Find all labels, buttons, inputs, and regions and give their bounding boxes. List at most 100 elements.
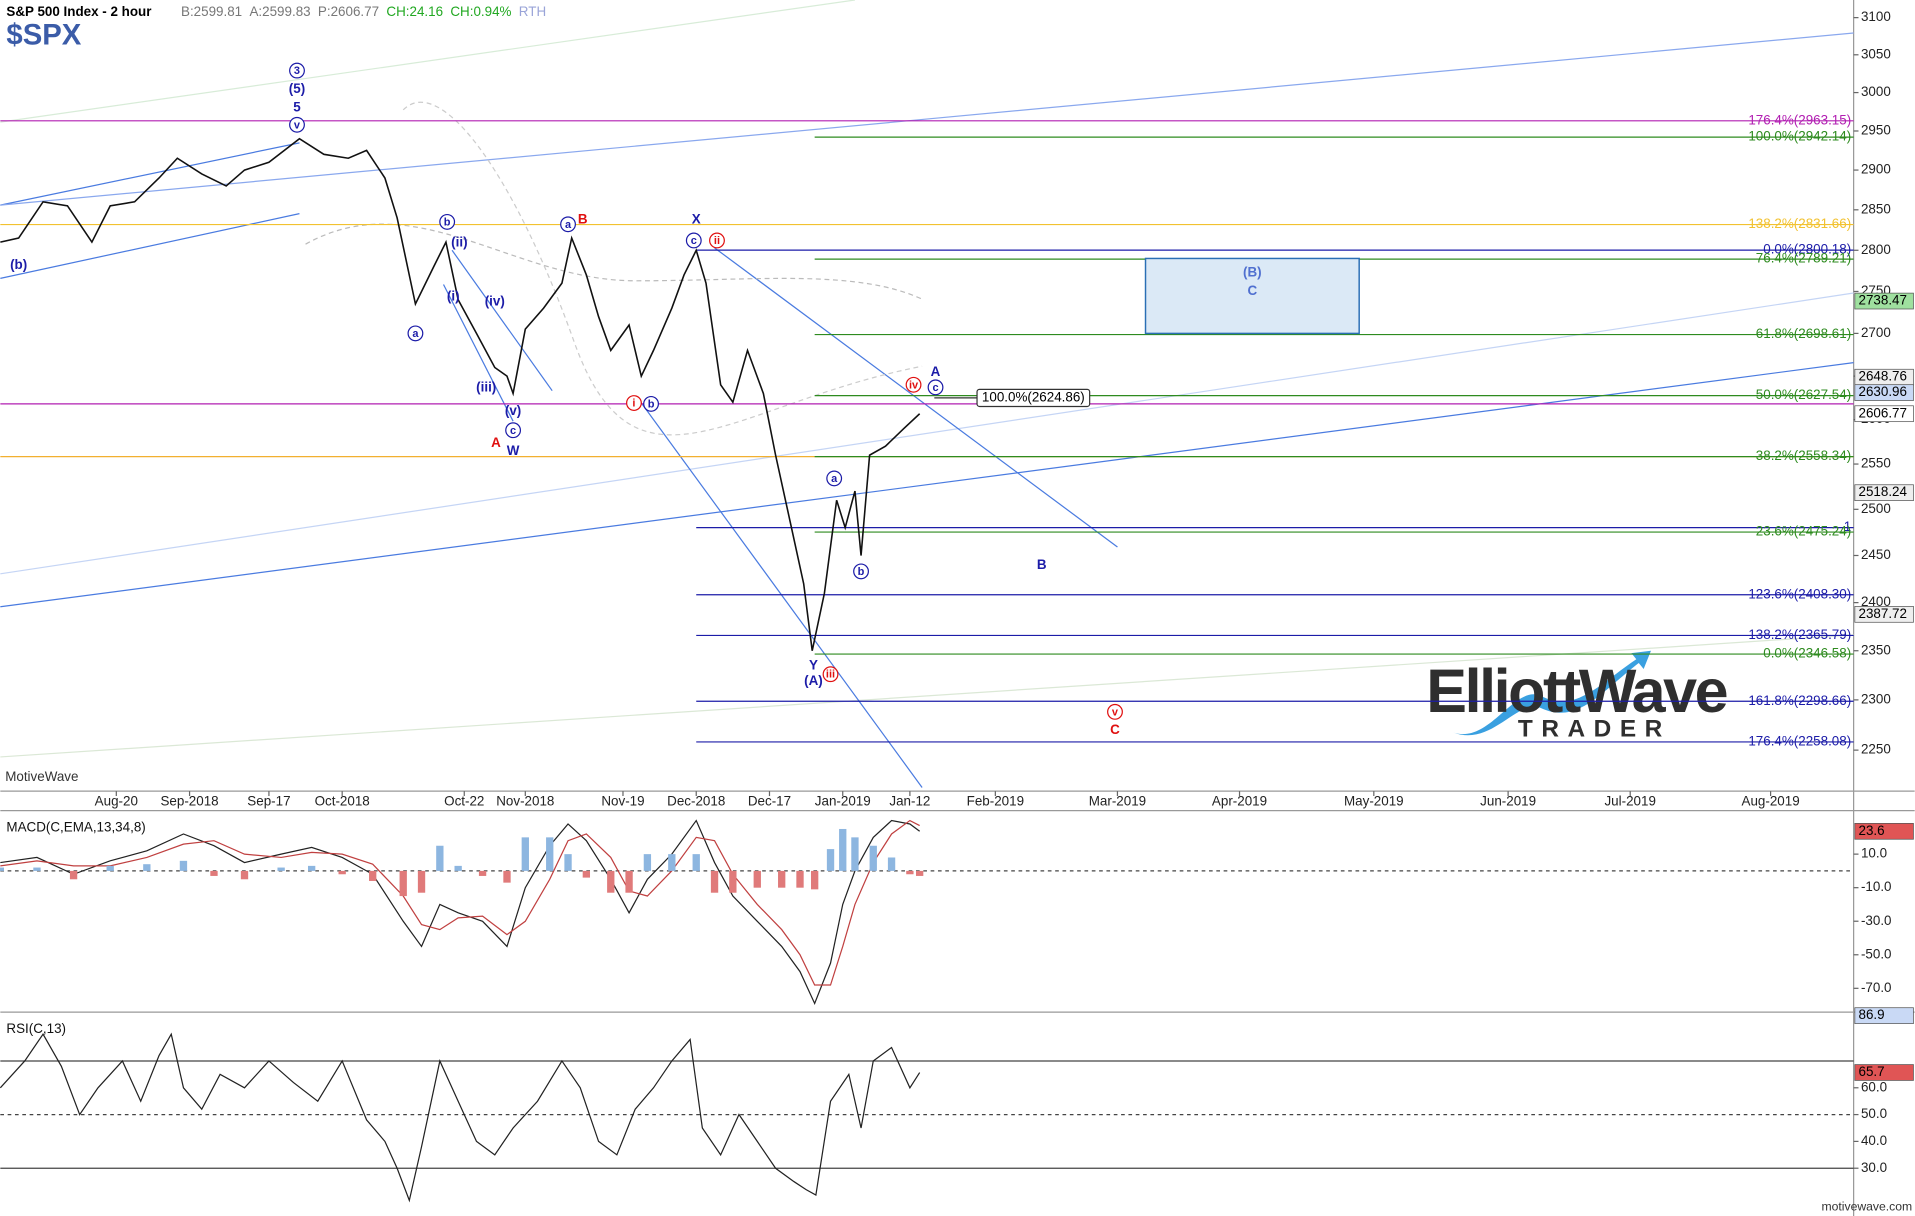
histogram-bar: [69, 870, 78, 880]
x-tick-label: Oct-22: [444, 794, 484, 809]
histogram-bar: [668, 854, 676, 871]
wave-label-ring: [643, 395, 659, 412]
y-tick-label: 2400: [1861, 594, 1891, 609]
fib-level-label: 100.0%(2942.14): [1748, 129, 1851, 144]
fib-level-label: 76.4%(2789.21): [1756, 251, 1851, 266]
fib-level-label: 138.2%(2831.66): [1748, 216, 1851, 231]
y-tick-label: 2250: [1861, 742, 1891, 757]
x-tick-label: May-2019: [1344, 794, 1404, 809]
wave-label: a: [412, 328, 419, 340]
chart-title: S&P 500 Index - 2 hour: [6, 4, 152, 19]
moving-average: [305, 223, 923, 300]
histogram-bar: [869, 845, 877, 871]
histogram-bar: [826, 849, 835, 871]
logo-sub: TRADER: [1518, 716, 1671, 743]
y-tick-label: 2350: [1861, 642, 1891, 657]
trendline: [0, 292, 1854, 575]
wave-label: (ii): [451, 234, 467, 249]
histogram-bar: [0, 867, 4, 871]
trendline: [714, 247, 1118, 548]
fib-level-label: 123.6%(2408.30): [1748, 586, 1851, 601]
wave-label: B: [578, 212, 588, 227]
wave-label-ring: [439, 213, 456, 230]
price-marker-label: 2738.47: [1859, 293, 1907, 308]
wave-label: (v): [505, 403, 521, 418]
y-tick-label: 30.0: [1861, 1160, 1887, 1175]
y-tick-label: 2450: [1861, 547, 1891, 562]
fib-level-label: 23.6%(2475.24): [1756, 524, 1851, 539]
y-tick-label: 2500: [1861, 501, 1891, 516]
wave-label-ring: [407, 325, 424, 342]
fib-level-label: 138.2%(2365.79): [1748, 627, 1851, 642]
trendline: [451, 249, 553, 392]
histogram-bar: [607, 870, 615, 893]
y-tick-label: 3000: [1861, 84, 1891, 99]
wave-label-ring: [560, 216, 576, 233]
fib-level-label: 176.4%(2963.15): [1748, 112, 1851, 127]
histogram-bar: [503, 870, 511, 883]
fib-level-label: 38.2%(2558.34): [1756, 448, 1851, 463]
y-tick-label: -30.0: [1861, 913, 1892, 928]
fib-level-label: 1: [1844, 519, 1851, 534]
panel-title: MACD(C,EMA,13,34,8): [6, 819, 145, 834]
y-tick-label: 2800: [1861, 242, 1891, 257]
histogram-bar: [436, 845, 444, 871]
histogram-bar: [796, 870, 804, 888]
x-tick-label: Feb-2019: [967, 794, 1024, 809]
wave-label: b: [444, 216, 451, 228]
target-box-label: C: [1247, 283, 1257, 298]
wave-label-ring: [826, 470, 843, 487]
histogram-bar: [851, 837, 859, 871]
y-tick-label: 3100: [1861, 9, 1891, 24]
wave-label: a: [565, 219, 572, 231]
x-tick-label: Oct-2018: [315, 794, 370, 809]
fib-level-label: 176.4%(2258.08): [1748, 733, 1851, 748]
price-marker-label: 86.9: [1859, 1007, 1885, 1022]
wave-label: (i): [447, 289, 460, 304]
histogram-bar: [710, 870, 719, 893]
histogram-bar: [546, 837, 554, 871]
price-marker-box: [1854, 823, 1914, 840]
wave-label: B: [1037, 557, 1047, 572]
wave-label: v: [294, 119, 301, 131]
wave-label-ring: [822, 666, 839, 683]
histogram-bar: [179, 860, 188, 871]
y-tick-label: -70.0: [1861, 980, 1892, 995]
fib-level-label: 0.0%(2800.18): [1763, 242, 1851, 257]
histogram-bar: [369, 870, 377, 881]
moving-average: [402, 101, 923, 436]
histogram-bar: [240, 870, 249, 880]
fib-level-label: 161.8%(2298.66): [1748, 693, 1851, 708]
price-marker-box: [1854, 606, 1914, 623]
y-tick-label: 60.0: [1861, 1079, 1887, 1094]
wave-label: iii: [826, 669, 835, 681]
histogram-bar: [839, 828, 847, 871]
wave-label: iv: [909, 379, 919, 391]
price-marker-box: [1854, 405, 1914, 423]
wave-label-ring: [626, 395, 642, 411]
price-marker-box: [1854, 384, 1914, 401]
y-tick-label: -50.0: [1861, 946, 1892, 961]
logo-swoosh: [1453, 650, 1651, 736]
price-marker-label: 2387.72: [1859, 606, 1907, 621]
wave-label-ring: [289, 116, 305, 133]
wave-label: 3: [294, 65, 300, 77]
histogram-bar: [106, 865, 114, 871]
wave-label-ring: [853, 563, 869, 580]
wave-label-ring: [289, 62, 305, 79]
y-tick-label: 40.0: [1861, 1133, 1887, 1148]
histogram-bar: [810, 870, 819, 890]
x-tick-label: Jun-2019: [1480, 794, 1536, 809]
y-tick-label: 10.0: [1861, 846, 1887, 861]
histogram-bar: [906, 870, 914, 875]
wave-label-ring: [505, 422, 522, 439]
histogram-bar: [478, 870, 487, 876]
symbol: $SPX: [6, 18, 81, 51]
y-tick-label: 3050: [1861, 46, 1891, 61]
target-box-label: (B): [1243, 265, 1262, 280]
x-tick-label: Mar-2019: [1089, 794, 1146, 809]
histogram-bar: [564, 854, 572, 871]
wave-label: v: [1112, 706, 1119, 718]
